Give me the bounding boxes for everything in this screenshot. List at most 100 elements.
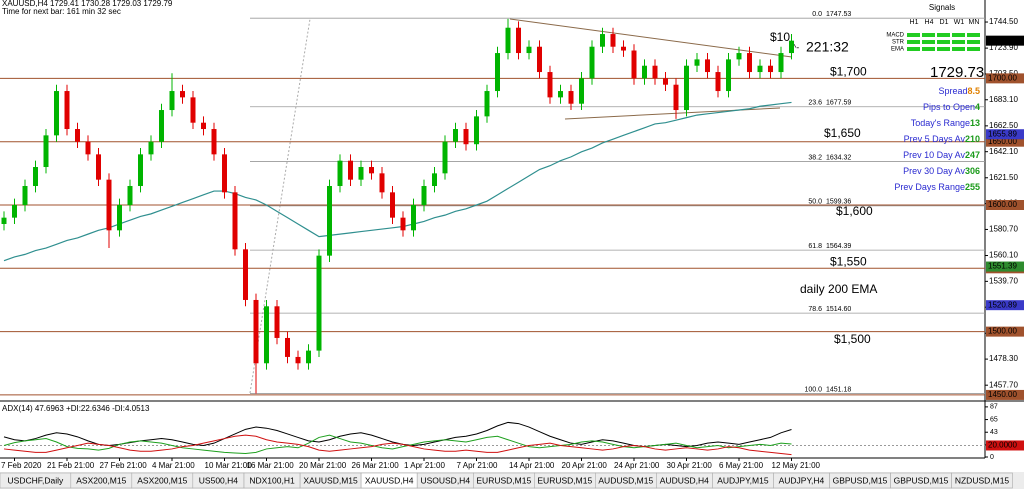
- candle-body: [757, 65, 763, 73]
- tab-label[interactable]: AUDUSD,H4: [660, 475, 709, 485]
- fib-ratio: 100.0: [804, 386, 822, 393]
- triangle-upper-line: [509, 18, 793, 58]
- candle-body: [642, 65, 647, 79]
- tab-label[interactable]: GBPUSD,M15: [833, 475, 888, 485]
- tab-label[interactable]: GBPUSD,M15: [894, 475, 949, 485]
- candle-body: [106, 179, 112, 231]
- symbol-line: XAUUSD,H4 1729.41 1730.28 1729.03 1729.7…: [2, 0, 173, 8]
- candle-body: [306, 350, 311, 364]
- arrow-glyph: ^-: [792, 42, 799, 52]
- fib-value: 1514.60: [826, 306, 851, 313]
- stat-row: Today's Range13: [911, 118, 980, 128]
- candle-body: [169, 91, 175, 111]
- candle-body: [379, 173, 385, 193]
- tab-label[interactable]: US500,H4: [199, 475, 238, 485]
- candle-body: [12, 205, 17, 218]
- candle-body: [316, 255, 322, 351]
- tab-label[interactable]: XAUUSD,M15: [303, 475, 358, 485]
- candle-body: [589, 46, 595, 79]
- signal-cell: [907, 33, 920, 37]
- price-tag: [986, 35, 1024, 46]
- candle-body: [411, 205, 416, 231]
- x-tick-label: 7 Feb 2020: [1, 461, 42, 470]
- adx-level-tag: [986, 440, 1024, 451]
- candle-body: [673, 84, 679, 111]
- level-tag-label: 1450.00: [988, 390, 1017, 399]
- signal-column: H1: [910, 19, 919, 26]
- signal-cell: [907, 47, 920, 51]
- tab-label[interactable]: EURUSD,M15: [537, 475, 592, 485]
- tab-label[interactable]: AUDJPY,H4: [779, 475, 825, 485]
- signal-cell: [937, 33, 950, 37]
- fib-value: 1747.53: [826, 11, 851, 18]
- candle-body: [736, 53, 742, 60]
- candle-body: [211, 129, 217, 155]
- signal-column: D1: [940, 19, 949, 26]
- adx-line: [3, 434, 792, 456]
- stat-value: 8.5: [967, 86, 980, 96]
- tab-label[interactable]: USDCHF,Daily: [8, 475, 64, 485]
- stat-value: 247: [965, 150, 980, 160]
- stat-value: 4: [975, 102, 980, 112]
- level-label: $1,650: [824, 126, 861, 140]
- signal-cell: [967, 33, 980, 37]
- tab-label[interactable]: AUDJPY,M15: [717, 475, 769, 485]
- stat-value: 306: [965, 166, 980, 176]
- candle-body: [180, 91, 185, 98]
- level-label: $1,550: [830, 254, 867, 268]
- tab-label[interactable]: XAUUSD,H4: [365, 475, 414, 485]
- signal-cell: [937, 40, 950, 44]
- fib-value: 1451.18: [826, 386, 851, 393]
- level-tag-label: 1600.00: [988, 200, 1017, 209]
- candle-body: [694, 59, 700, 66]
- tab-label[interactable]: ASX200,M15: [76, 475, 126, 485]
- price-tag: [986, 129, 1024, 140]
- stat-row: Prev Days Range255: [894, 182, 980, 192]
- candle-body: [568, 91, 574, 104]
- tab-label[interactable]: USOUSD,H4: [420, 475, 470, 485]
- candle-body: [505, 27, 511, 54]
- stat-label: Today's Range: [911, 118, 970, 128]
- signal-cell: [952, 40, 965, 44]
- candle-body: [1, 217, 7, 224]
- x-tick-label: 26 Mar 21:00: [352, 461, 400, 470]
- candle-body: [789, 40, 794, 54]
- tab-label[interactable]: NDX100,H1: [249, 475, 295, 485]
- candle-body: [96, 154, 101, 180]
- level-label: $1,500: [834, 332, 871, 346]
- price-tag: [986, 300, 1024, 311]
- candle-body: [138, 154, 143, 187]
- y-tick-label: 1457.70: [989, 380, 1018, 389]
- adx-line: [3, 434, 792, 455]
- y-tick-label: 1683.10: [989, 95, 1018, 104]
- price-tag-label: 1551.39: [988, 262, 1017, 271]
- tab-label[interactable]: AUDUSD,M15: [598, 475, 653, 485]
- signal-cell: [937, 47, 950, 51]
- candle-body: [726, 59, 731, 92]
- candle-body: [253, 299, 259, 364]
- y-tick-label: 1662.50: [989, 121, 1018, 130]
- candle-body: [474, 116, 479, 145]
- fib-ratio: 61.8: [808, 243, 822, 250]
- level-tag: [986, 73, 1024, 84]
- x-tick-label: 16 Mar 21:00: [247, 461, 295, 470]
- candle-body: [442, 141, 448, 174]
- signal-row: MACD: [886, 33, 904, 39]
- candle-body: [190, 97, 196, 123]
- signal-column: W1: [954, 19, 965, 26]
- candle-body: [232, 192, 238, 250]
- candle-body: [579, 78, 584, 104]
- tab-label[interactable]: ASX200,M15: [137, 475, 187, 485]
- candle-body: [285, 337, 290, 357]
- candle-body: [537, 46, 542, 73]
- level-tag-label: 1650.00: [988, 137, 1017, 146]
- tab-label[interactable]: EURUSD,M15: [476, 475, 531, 485]
- tab-label[interactable]: NZDUSD,M15: [955, 475, 1010, 485]
- signal-column: MN: [969, 19, 980, 26]
- candle-body: [631, 50, 637, 79]
- candle-body: [159, 110, 164, 142]
- candle-body: [400, 217, 406, 231]
- tab[interactable]: [951, 472, 1013, 489]
- y-tick-label: 1580.70: [989, 225, 1018, 234]
